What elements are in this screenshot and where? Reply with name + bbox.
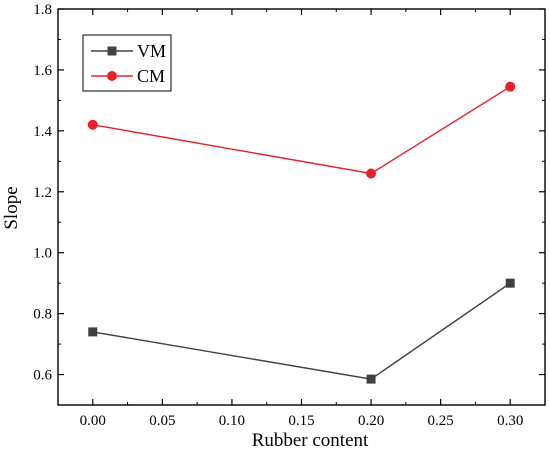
y-tick-label: 1.2 [33,185,52,201]
x-tick-label: 0.20 [358,413,384,429]
y-tick-label: 1.0 [33,246,52,262]
legend-marker-cm [107,71,117,81]
y-tick-label: 1.6 [33,63,52,79]
series-vm [88,278,515,384]
legend-item-cm: CM [91,66,165,86]
legend-box [82,34,172,92]
legend-item-vm: VM [91,41,166,61]
y-axis-title: Slope [1,186,22,229]
legend-marker-vm [107,46,117,56]
x-tick-label: 0.10 [219,413,245,429]
y-tick-label: 1.8 [33,2,52,18]
axes: 0.00 0.05 0.10 0.15 0.20 0.25 0.30 0.6 0.8 1.0 1.2… [33,2,546,429]
series-line-vm [92,282,511,380]
legend-label-vm: VM [137,41,166,61]
legend-label-cm: CM [137,66,165,86]
legend: VM CM [82,34,172,92]
y-tick-label: 0.6 [33,368,52,384]
data-point-vm [88,327,98,337]
x-tick-label: 0.25 [428,413,454,429]
x-axis-title: Rubber content [252,430,369,451]
x-tick-label: 0.15 [288,413,314,429]
y-tick-label: 1.4 [33,124,52,140]
x-tick-label: 0.30 [497,413,523,429]
series-layer [87,81,516,384]
series-line-cm [92,86,511,175]
data-point-vm [366,374,376,384]
data-point-cm [505,81,516,92]
x-tick-label: 0.05 [149,413,175,429]
y-tick-label: 0.8 [33,307,52,323]
data-point-vm [505,278,515,288]
data-point-cm [87,119,98,130]
x-tick-label: 0.00 [80,413,106,429]
series-cm [87,81,516,179]
data-point-cm [366,168,377,179]
